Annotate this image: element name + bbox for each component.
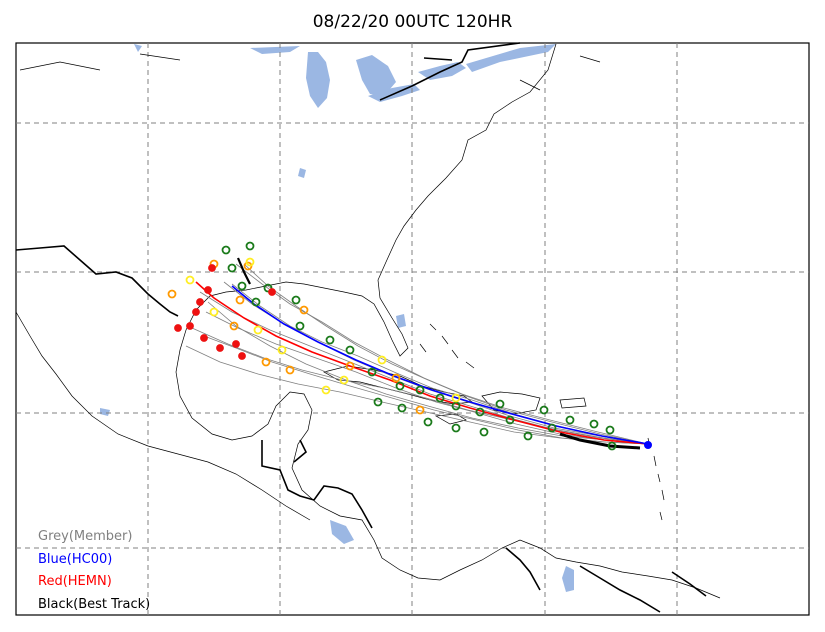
map-title: 08/22/20 00UTC 120HR [312,12,513,32]
legend-hc00: Blue(HC00) [38,551,113,567]
hemn-track [195,281,649,445]
best-track [559,432,641,450]
map-frame [15,42,810,616]
legend-member: Grey(Member) [38,529,133,544]
hc00-track [231,285,649,445]
lake-nicaragua [330,520,354,544]
lake-maracaibo [562,566,574,592]
track-markers [167,241,617,451]
st-lawrence [466,44,556,72]
small-lake-1 [298,168,306,178]
small-lake-3 [134,44,142,52]
legend: Grey(Member) Blue(HC00) Red(HEMN) Black(… [38,526,150,616]
best-track-north [236,257,251,285]
initial-position-marker [644,441,652,449]
lake-superior [250,46,300,54]
gridlines [16,43,809,615]
borders [15,42,707,613]
lake-huron [356,55,396,96]
small-lake-2 [100,408,110,416]
legend-hemn: Red(HEMN) [38,574,112,589]
water-bodies [100,44,574,592]
lake-michigan [306,52,330,108]
legend-best-track: Black(Best Track) [38,596,151,612]
lake-okeechobee [396,314,406,328]
coastlines [15,43,721,599]
